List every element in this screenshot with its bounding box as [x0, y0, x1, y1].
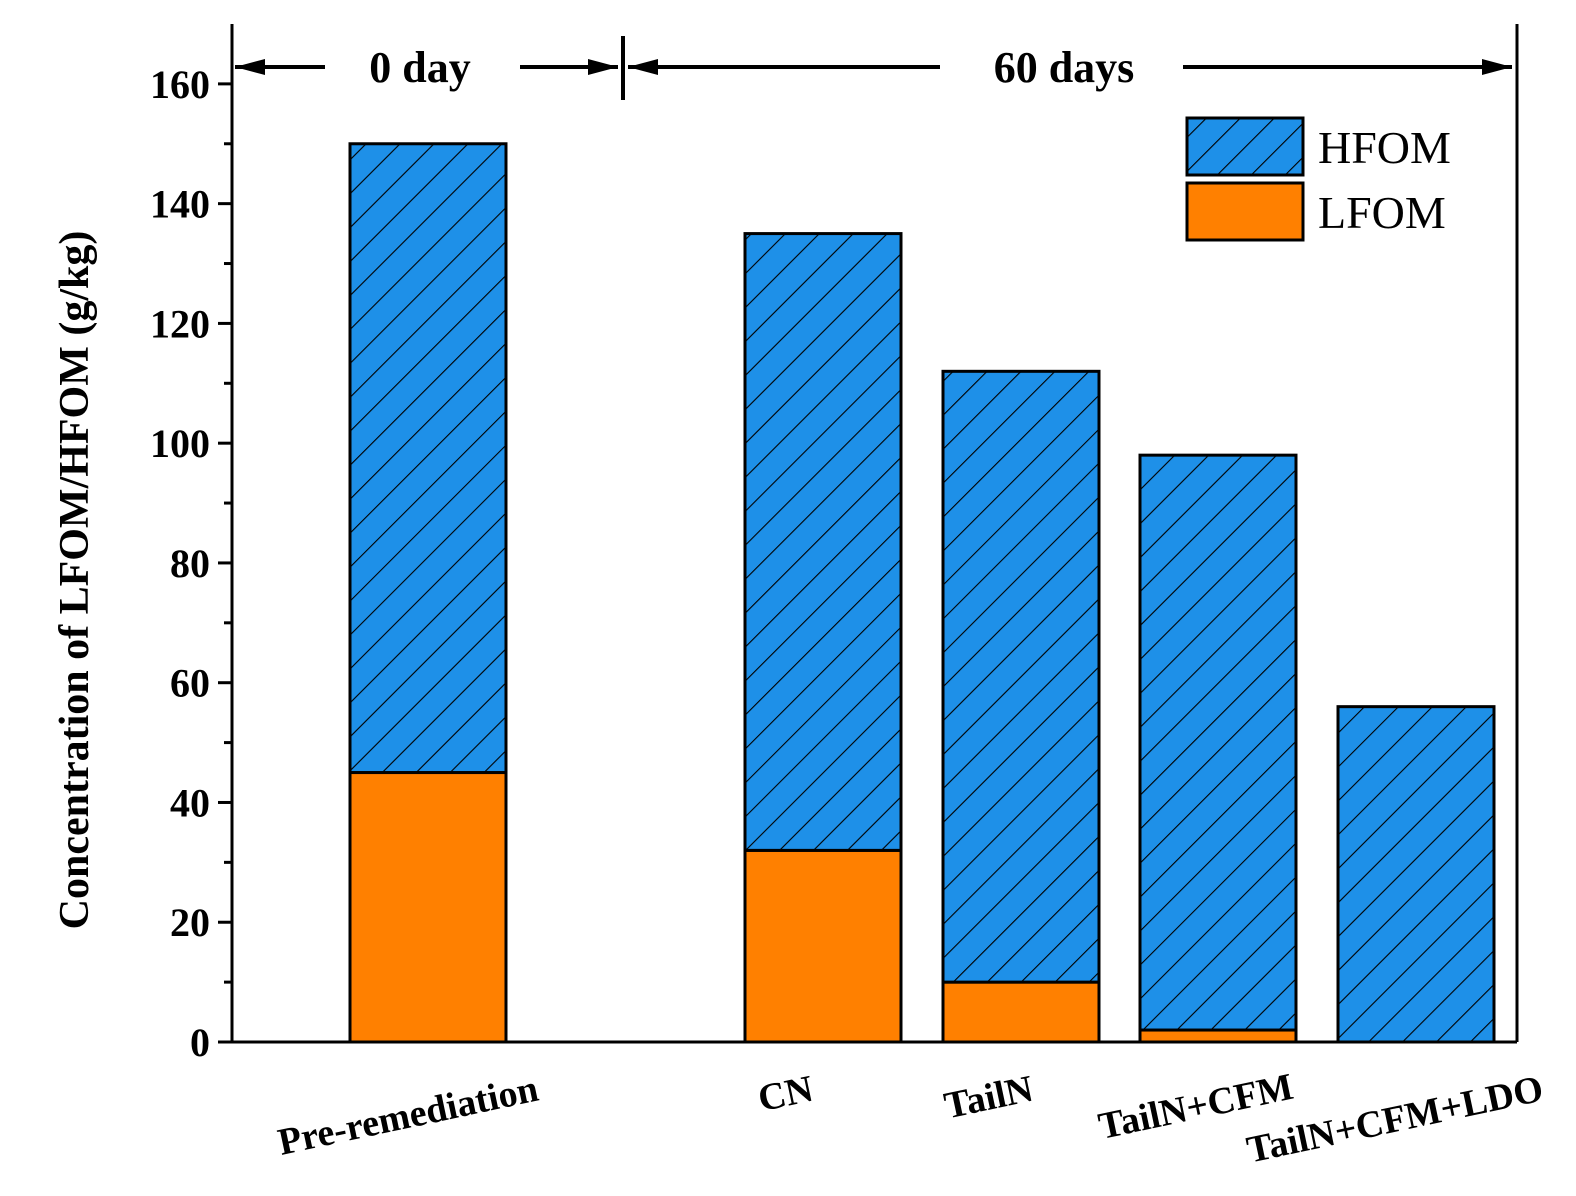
bar-lfom-tailn-cfm [1138, 1028, 1298, 1044]
bar-hfom-tailn-cfm [1138, 453, 1298, 1032]
bar-hfom-cn [743, 232, 903, 852]
arrow-head [588, 59, 618, 75]
legend-swatch-lfom [1185, 181, 1305, 242]
bar-hfom-tailn [941, 369, 1101, 984]
arrow-head [628, 59, 658, 75]
y-tick-label: 40 [170, 780, 210, 825]
y-tick-label: 80 [170, 541, 210, 586]
bar-hfom-pre-remediation [348, 142, 508, 775]
period-label-0-day: 0 day [369, 43, 470, 92]
x-category-label: TailN [941, 1068, 1037, 1128]
arrow-head [235, 59, 265, 75]
bar-lfom-cn [743, 848, 903, 1044]
plot-frame [230, 24, 1519, 1044]
y-axis-title: Concentration of LFOM/HFOM (g/kg) [52, 231, 98, 930]
x-category-label: Pre-remediation [274, 1068, 541, 1164]
y-tick-label: 120 [150, 301, 210, 346]
legend-swatch-hfom [1185, 116, 1305, 177]
period-annotations: 0 day 60 days [235, 36, 1512, 100]
bar-lfom-pre-remediation [348, 771, 508, 1044]
y-tick-label: 60 [170, 661, 210, 706]
y-axis-ticks: 0 20 40 60 80 100 120 140 160 [150, 62, 232, 1065]
bars-group [348, 142, 1496, 1044]
y-tick-label: 20 [170, 900, 210, 945]
x-axis-category-labels: Pre-remediation CN TailN TailN+CFMTailN+CFM… [274, 1066, 1546, 1172]
legend-label-hfom: HFOM [1318, 122, 1451, 173]
bar-hfom-tailn-cfm-ldo [1336, 705, 1496, 1044]
bar-lfom-tailn [941, 980, 1101, 1044]
y-tick-label: 100 [150, 421, 210, 466]
y-axis-label: Concentration of LFOM/HFOM (g/kg) [52, 231, 98, 930]
arrow-head [1482, 59, 1512, 75]
y-tick-label: 140 [150, 182, 210, 227]
legend: HFOM LFOM [1185, 116, 1451, 242]
period-label-60-days: 60 days [994, 43, 1135, 92]
y-tick-label: 0 [190, 1020, 210, 1065]
legend-label-lfom: LFOM [1318, 187, 1446, 238]
x-category-label: CN [754, 1068, 816, 1120]
y-tick-label: 160 [150, 62, 210, 107]
